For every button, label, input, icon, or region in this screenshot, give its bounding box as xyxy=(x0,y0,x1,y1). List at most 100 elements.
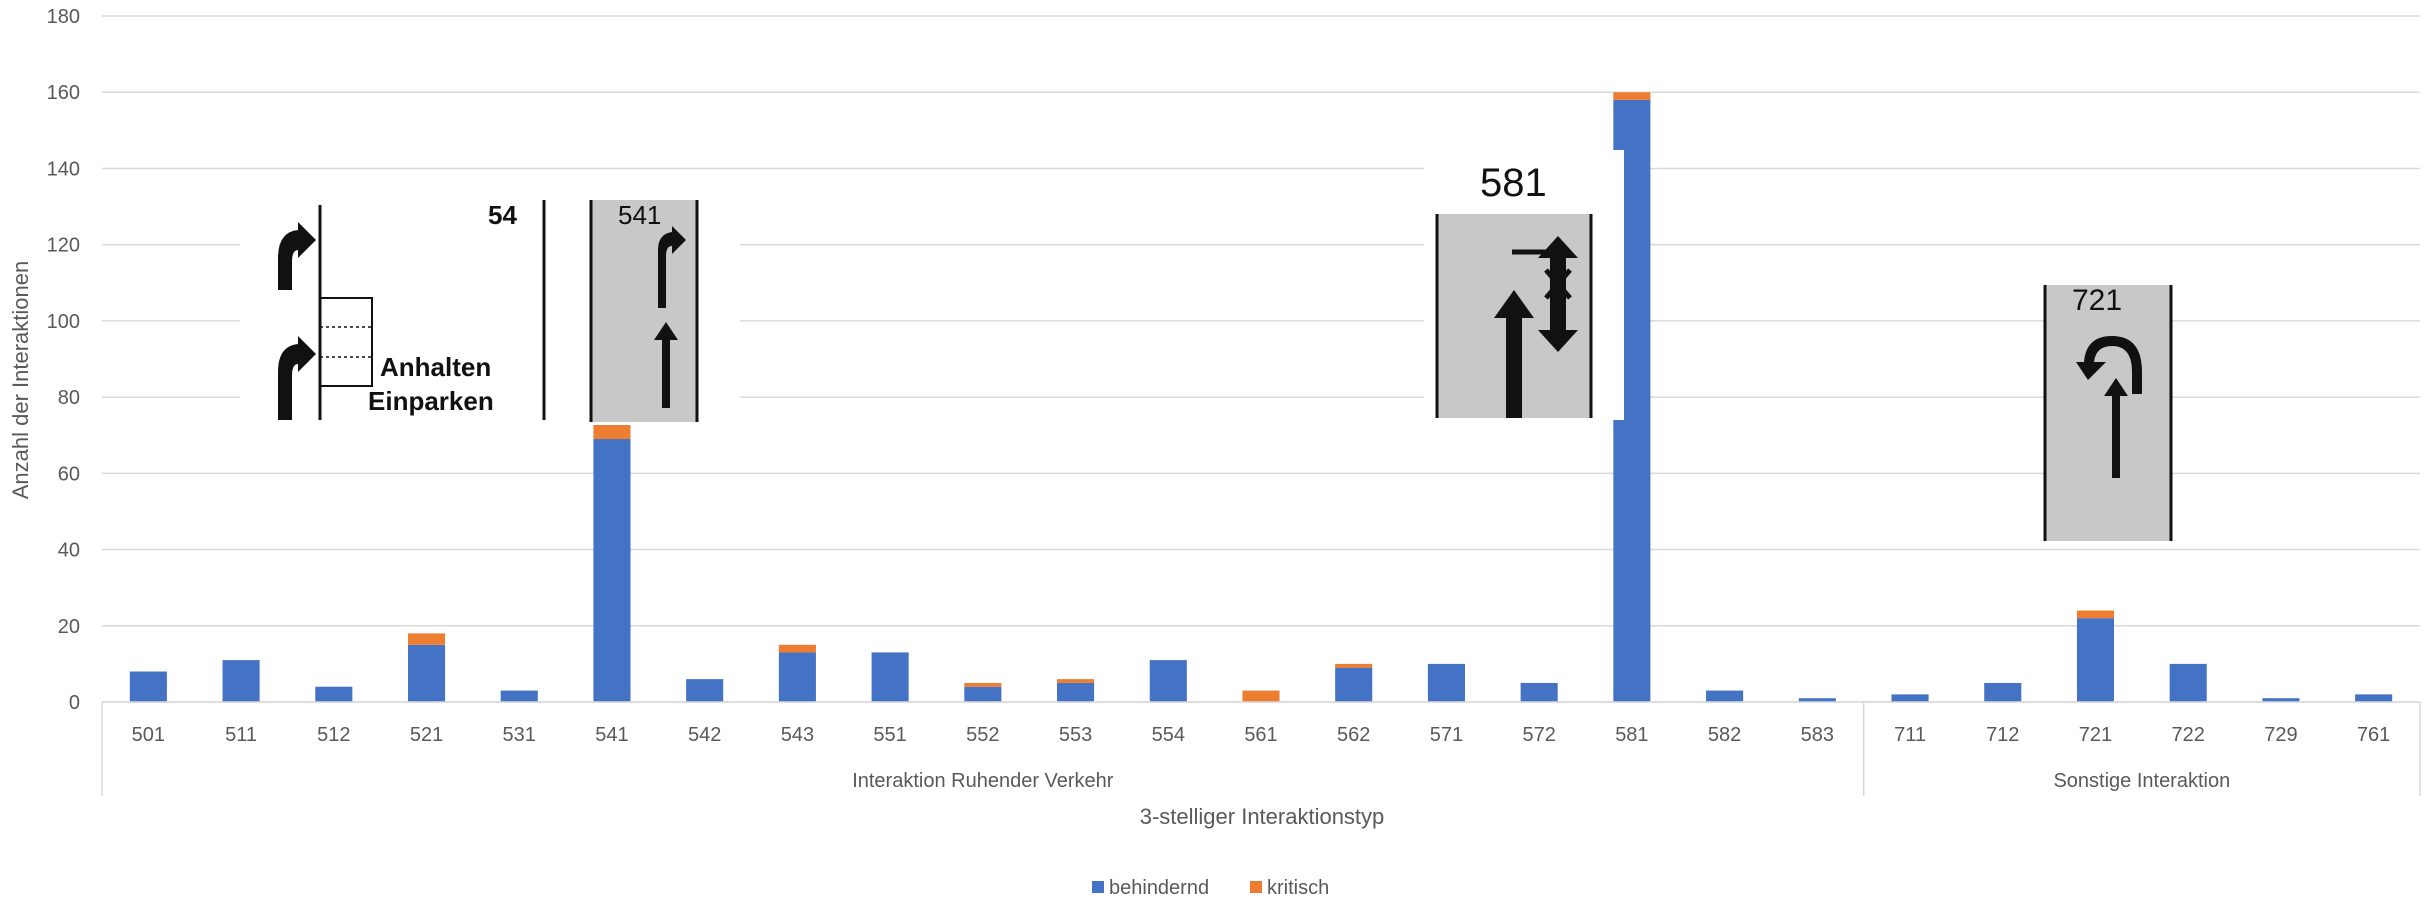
bar-541-kritisch xyxy=(593,423,631,440)
inset-54-curved-arrow-top-icon xyxy=(278,222,316,290)
bar-501-behindernd xyxy=(129,671,167,702)
x-tick-label: 512 xyxy=(317,724,350,746)
inset-54-number: 54 xyxy=(488,200,517,230)
inset-581-cross-x2 xyxy=(1544,268,1572,300)
x-tick-label: 552 xyxy=(966,724,999,746)
x-tick-label: 531 xyxy=(503,724,536,746)
bar-561-kritisch xyxy=(1242,690,1280,702)
bar-582-behindernd xyxy=(1706,690,1744,702)
bar-541-behindernd xyxy=(593,439,631,702)
x-tick-label: 582 xyxy=(1708,724,1741,746)
inset-581-number: 581 xyxy=(1480,161,1547,205)
bar-554-behindernd xyxy=(1149,660,1187,702)
x-tick-label: 521 xyxy=(410,724,443,746)
inset-54-text-anhalten: Anhalten xyxy=(380,352,491,382)
x-tick-label: 571 xyxy=(1430,724,1463,746)
y-axis-ticks: 0 20 40 60 80 100 120 140 160 180 xyxy=(47,6,80,714)
inset-54-curved-arrow-bottom-icon xyxy=(278,336,316,420)
inset-54-text-einparken: Einparken xyxy=(368,386,494,416)
inset-541-number: 541 xyxy=(618,200,661,230)
bar-571-behindernd xyxy=(1427,663,1465,702)
y-tick-label: 160 xyxy=(47,82,80,104)
bar-562-kritisch xyxy=(1335,663,1373,668)
x-tick-label: 583 xyxy=(1801,724,1834,746)
bar-712-behindernd xyxy=(1984,682,2022,702)
y-tick-label: 120 xyxy=(47,235,80,257)
x-tick-label: 711 xyxy=(1894,724,1926,746)
inset-sign-541: 541 xyxy=(589,200,699,422)
bar-553-kritisch xyxy=(1057,679,1095,683)
y-tick-label: 140 xyxy=(47,158,80,180)
x-tick-label: 501 xyxy=(132,724,165,746)
x-tick-label: 562 xyxy=(1337,724,1370,746)
legend-swatch-behindernd xyxy=(1092,881,1104,893)
x-tick-label: 543 xyxy=(781,724,814,746)
bar-542-behindernd xyxy=(686,679,724,702)
bar-721-kritisch xyxy=(2076,610,2115,619)
legend: behindernd kritisch xyxy=(1092,877,1329,898)
x-tick-label: 572 xyxy=(1522,724,1555,746)
x-tick-label: 712 xyxy=(1986,724,2019,746)
y-axis-title: Anzahl der Interaktionen xyxy=(8,261,33,500)
inset-sign-721: 721 xyxy=(2043,284,2173,541)
x-axis-title: 3-stelliger Interaktionstyp xyxy=(1140,804,1385,829)
x-tick-label: 542 xyxy=(688,724,721,746)
bar-543-kritisch xyxy=(778,644,816,653)
inset-721-uturn-curve-icon xyxy=(2076,336,2142,394)
y-tick-label: 0 xyxy=(69,692,80,714)
bar-512-behindernd xyxy=(315,686,353,702)
bar-521-behindernd xyxy=(407,644,446,702)
inset-sign-581: 581 xyxy=(1424,150,1624,420)
bar-552-behindernd xyxy=(964,686,1002,702)
inset-541-background xyxy=(590,200,698,422)
legend-label-kritisch: kritisch xyxy=(1267,877,1329,898)
bar-729-behindernd xyxy=(2262,698,2300,702)
bar-721-behindernd xyxy=(2076,618,2115,702)
x-tick-label: 581 xyxy=(1615,724,1648,746)
inset-581-double-arrow-icon xyxy=(1538,236,1578,352)
bar-581-kritisch xyxy=(1613,92,1651,100)
x-tick-label: 721 xyxy=(2079,724,2112,746)
bar-572-behindernd xyxy=(1520,682,1558,702)
bar-722-behindernd xyxy=(2169,663,2207,702)
y-tick-label: 60 xyxy=(58,463,80,485)
inset-54-parking-box xyxy=(319,297,373,387)
y-tick-label: 20 xyxy=(58,616,80,638)
y-tick-label: 180 xyxy=(47,6,80,28)
bar-552-kritisch xyxy=(964,682,1002,687)
group-label: Sonstige Interaktion xyxy=(2053,770,2230,792)
bar-531-behindernd xyxy=(500,690,538,702)
bar-711-behindernd xyxy=(1891,694,1929,702)
inset-541-turn-arrow-icon xyxy=(658,226,686,308)
bar-761-behindernd xyxy=(2355,694,2393,702)
y-tick-label: 40 xyxy=(58,540,80,562)
x-tick-label: 541 xyxy=(595,724,628,746)
bar-511-behindernd xyxy=(222,660,260,702)
inset-721-background xyxy=(2044,285,2172,541)
x-tick-label: 511 xyxy=(225,724,257,746)
y-tick-label: 80 xyxy=(58,387,80,409)
bar-562-behindernd xyxy=(1335,667,1373,702)
y-tick-label: 100 xyxy=(47,311,80,333)
bar-553-behindernd xyxy=(1057,682,1095,702)
inset-541-straight-arrow-icon xyxy=(654,322,678,408)
inset-581-straight-arrow-icon xyxy=(1494,290,1534,418)
legend-label-behindernd: behindernd xyxy=(1109,877,1209,898)
legend-swatch-kritisch xyxy=(1250,881,1262,893)
x-tick-label: 553 xyxy=(1059,724,1092,746)
inset-721-number: 721 xyxy=(2072,284,2122,317)
bar-583-behindernd xyxy=(1798,698,1836,702)
x-tick-label: 761 xyxy=(2357,724,2390,746)
bar-543-behindernd xyxy=(778,652,816,702)
x-tick-label: 729 xyxy=(2264,724,2297,746)
x-tick-label: 561 xyxy=(1244,724,1277,746)
x-tick-label: 554 xyxy=(1152,724,1185,746)
x-tick-label: 722 xyxy=(2172,724,2205,746)
group-label: Interaktion Ruhender Verkehr xyxy=(852,770,1114,792)
bar-551-behindernd xyxy=(871,652,909,702)
inset-721-uturn-arrow-icon xyxy=(2104,378,2128,478)
x-axis: 501 511 512 521 531 541 542 543 551 552 553 554 561 5… xyxy=(101,701,2421,796)
x-tick-label: 551 xyxy=(873,724,906,746)
bar-521-kritisch xyxy=(407,633,446,645)
